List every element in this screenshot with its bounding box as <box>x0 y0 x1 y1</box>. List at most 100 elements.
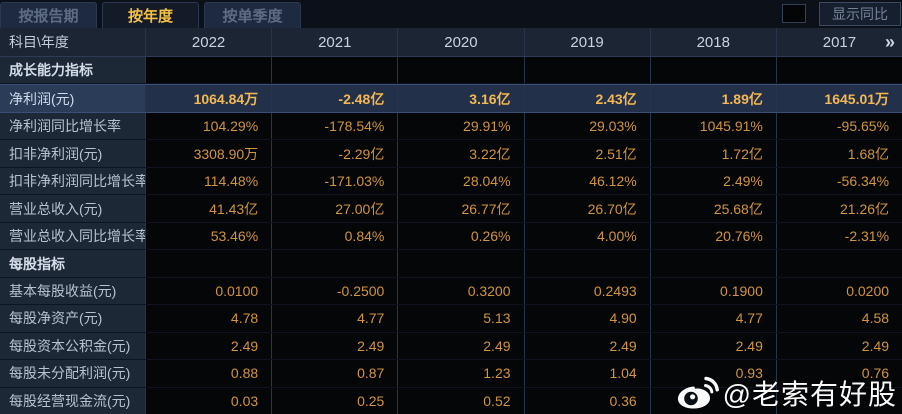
value-cell: 29.03% <box>523 112 650 140</box>
value-cell <box>649 57 776 84</box>
corner-header: 科目\年度 <box>9 34 69 50</box>
value-cell: 26.70亿 <box>523 195 650 222</box>
value-cell: 1.89亿 <box>649 85 776 112</box>
value-cell: 1.68亿 <box>775 140 902 167</box>
value-cell: 0.84% <box>271 222 398 250</box>
value-cell: 4.78 <box>145 305 272 332</box>
value-cell <box>649 387 776 414</box>
table-row[interactable]: 扣非净利润(元) 3308.90万 -2.29亿 3.22亿 2.51亿 1.7… <box>0 140 902 168</box>
row-label: 营业总收入(元) <box>0 195 145 222</box>
year-column-2022: 2022 <box>145 28 271 56</box>
value-cell: 20.76% <box>649 222 776 250</box>
year-column-2019: 2019 <box>523 28 650 56</box>
value-cell: 0.52 <box>397 387 524 414</box>
value-cell: 2.49 <box>397 332 524 360</box>
table-row[interactable]: 净利润同比增长率 104.29% -178.54% 29.91% 29.03% … <box>0 112 902 141</box>
row-label: 每股经营现金流(元) <box>0 387 145 414</box>
value-cell: -56.34% <box>775 167 902 195</box>
row-label: 每股资本公积金(元) <box>0 332 145 360</box>
value-cell: 2.49 <box>271 332 398 360</box>
scroll-right-icon[interactable]: » <box>885 32 896 52</box>
value-cell: 3.16亿 <box>397 85 524 112</box>
value-cell: 1.04 <box>523 360 650 387</box>
table-row[interactable]: 营业总收入(元) 41.43亿 27.00亿 26.77亿 26.70亿 25.… <box>0 195 902 223</box>
row-label: 扣非净利润同比增长率 <box>0 167 145 195</box>
value-cell: 4.90 <box>523 305 650 332</box>
value-cell: 1.23 <box>397 360 524 387</box>
value-cell: 0.1900 <box>649 277 776 305</box>
table-row[interactable]: 基本每股收益(元) 0.0100 -0.2500 0.3200 0.2493 0… <box>0 277 902 306</box>
table-row[interactable]: 每股经营现金流(元) 0.03 0.25 0.52 0.36 <box>0 387 902 414</box>
value-cell <box>397 250 524 277</box>
row-label: 营业总收入同比增长率 <box>0 222 145 250</box>
value-cell: -2.48亿 <box>271 85 398 112</box>
table-row[interactable]: 净利润(元) 1064.84万 -2.48亿 3.16亿 2.43亿 1.89亿… <box>0 84 902 113</box>
value-cell <box>775 57 902 84</box>
value-cell: 4.77 <box>649 305 776 332</box>
value-cell: 0.26% <box>397 222 524 250</box>
row-label: 每股净资产(元) <box>0 305 145 332</box>
value-cell: 25.68亿 <box>649 195 776 222</box>
value-cell: 2.49% <box>649 167 776 195</box>
table-row[interactable]: 扣非净利润同比增长率 114.48% -171.03% 28.04% 46.12… <box>0 167 902 196</box>
value-cell: 0.93 <box>649 360 776 387</box>
value-cell <box>523 250 650 277</box>
value-cell: 4.00% <box>523 222 650 250</box>
value-cell <box>523 57 650 84</box>
table-row[interactable]: 成长能力指标 <box>0 57 902 85</box>
show-yoy-toggle[interactable]: 显示同比 <box>819 2 901 26</box>
value-cell <box>649 250 776 277</box>
table-row[interactable]: 每股未分配利润(元) 0.88 0.87 1.23 1.04 0.93 0.76 <box>0 360 902 388</box>
value-cell: 0.03 <box>145 387 272 414</box>
value-cell: 27.00亿 <box>271 195 398 222</box>
table-row[interactable]: 营业总收入同比增长率 53.46% 0.84% 0.26% 4.00% 20.7… <box>0 222 902 251</box>
value-cell <box>271 250 398 277</box>
value-cell: 1045.91% <box>649 112 776 140</box>
value-cell: 29.91% <box>397 112 524 140</box>
value-cell: 4.77 <box>271 305 398 332</box>
value-cell: 1064.84万 <box>145 85 272 112</box>
year-column-2017-label: 2017 <box>822 33 857 51</box>
value-cell <box>775 250 902 277</box>
table-row[interactable]: 每股指标 <box>0 250 902 278</box>
tab-by-report-period[interactable]: 按报告期 <box>0 2 97 28</box>
value-cell: 0.2493 <box>523 277 650 305</box>
value-cell: 2.49 <box>775 332 902 360</box>
value-cell: -95.65% <box>775 112 902 140</box>
value-cell <box>145 57 272 84</box>
value-cell: 0.76 <box>775 360 902 387</box>
value-cell: 3.22亿 <box>397 140 524 167</box>
year-column-2020: 2020 <box>397 28 523 56</box>
value-cell: 4.58 <box>775 305 902 332</box>
table-row[interactable]: 每股净资产(元) 4.78 4.77 5.13 4.90 4.77 4.58 <box>0 305 902 333</box>
tab-by-year[interactable]: 按年度 <box>102 2 199 28</box>
row-label: 净利润同比增长率 <box>0 112 145 140</box>
row-label: 每股指标 <box>0 250 145 277</box>
value-cell: 0.0100 <box>145 277 272 305</box>
value-cell: 0.36 <box>523 387 650 414</box>
period-tabbar: 按报告期 按年度 按单季度 显示同比 <box>0 0 902 28</box>
value-cell: 0.88 <box>145 360 272 387</box>
value-cell: 41.43亿 <box>145 195 272 222</box>
value-cell: 2.43亿 <box>523 85 650 112</box>
tabbar-spacer <box>306 0 782 28</box>
value-cell: -178.54% <box>271 112 398 140</box>
value-cell: 5.13 <box>397 305 524 332</box>
value-cell: 2.49 <box>523 332 650 360</box>
value-cell: 104.29% <box>145 112 272 140</box>
table-row[interactable]: 每股资本公积金(元) 2.49 2.49 2.49 2.49 2.49 2.49 <box>0 332 902 361</box>
value-cell <box>775 387 902 414</box>
value-cell <box>271 57 398 84</box>
row-label: 净利润(元) <box>0 85 145 112</box>
value-cell: 1.72亿 <box>649 140 776 167</box>
value-cell: 0.25 <box>271 387 398 414</box>
tab-by-quarter[interactable]: 按单季度 <box>204 2 301 28</box>
value-cell: 0.3200 <box>397 277 524 305</box>
show-yoy-checkbox[interactable] <box>782 4 806 23</box>
year-column-2021: 2021 <box>271 28 397 56</box>
value-cell: 114.48% <box>145 167 272 195</box>
value-cell: -171.03% <box>271 167 398 195</box>
value-cell: 28.04% <box>397 167 524 195</box>
value-cell: 1645.01万 <box>775 85 902 112</box>
value-cell: 26.77亿 <box>397 195 524 222</box>
